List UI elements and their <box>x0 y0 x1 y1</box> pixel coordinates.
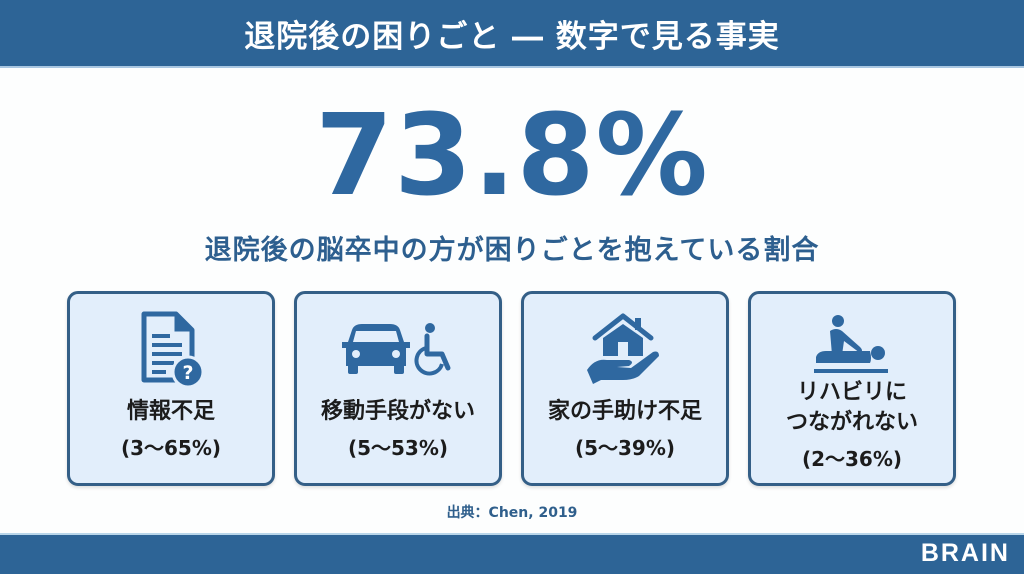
card-home-help-shortage: 家の手助け不足 (5〜39%) <box>521 291 729 486</box>
card-range: (2〜36%) <box>801 447 903 471</box>
house-hand-icon <box>524 308 726 392</box>
card-range: (5〜39%) <box>574 436 676 460</box>
rehab-massage-icon <box>751 304 953 388</box>
car-wheelchair-icon <box>297 308 499 392</box>
hero-statistic: 73.8% <box>315 91 709 221</box>
issue-cards: ? 情報不足 (3〜65%) 移動手段がない (5〜53%) <box>67 291 957 486</box>
card-label: 移動手段がない <box>320 399 475 424</box>
page-title: 退院後の困りごと ― 数字で見る事実 <box>244 18 780 55</box>
card-label: 家の手助け不足 <box>547 399 702 424</box>
card-no-transport: 移動手段がない (5〜53%) <box>294 291 502 486</box>
hero-description: 退院後の脳卒中の方が困りごとを抱えている割合 <box>204 235 820 266</box>
card-info-shortage: ? 情報不足 (3〜65%) <box>67 291 275 486</box>
card-label-line-1: リハビリに <box>796 380 907 405</box>
brand-logo: BRAIN <box>920 539 1010 567</box>
document-question-icon: ? <box>70 308 272 392</box>
svg-text:?: ? <box>182 362 193 384</box>
footer-bar: BRAIN <box>0 533 1024 574</box>
card-range: (5〜53%) <box>347 436 449 460</box>
card-label: 情報不足 <box>126 399 215 424</box>
header-bar: 退院後の困りごと ― 数字で見る事実 <box>0 0 1024 68</box>
card-label-line-2: つながれない <box>785 410 918 435</box>
card-range: (3〜65%) <box>120 436 222 460</box>
card-rehab-access: リハビリに つながれない (2〜36%) <box>748 291 956 486</box>
source-citation: 出典：Chen, 2019 <box>446 505 578 521</box>
